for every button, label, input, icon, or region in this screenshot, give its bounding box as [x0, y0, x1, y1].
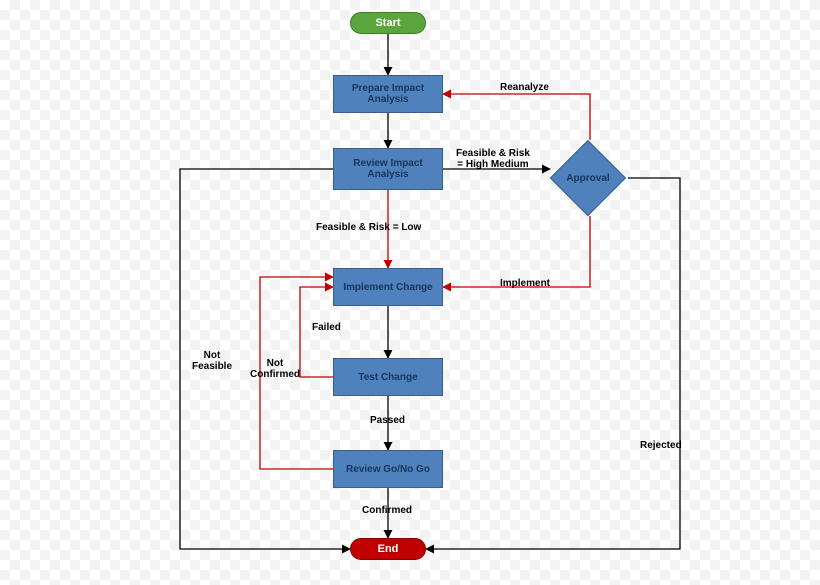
- approval-decision: Approval: [550, 140, 626, 216]
- start-label: Start: [375, 17, 400, 29]
- flowchart-canvas: Start Prepare Impact Analysis Review Imp…: [0, 0, 820, 585]
- end-terminal: End: [350, 538, 426, 560]
- gonogo-box: Review Go/No Go: [333, 450, 443, 488]
- label-feasible-low: Feasible & Risk = Low: [316, 222, 421, 233]
- implement-change-box: Implement Change: [333, 268, 443, 306]
- label-reanalyze: Reanalyze: [500, 82, 549, 93]
- start-terminal: Start: [350, 12, 426, 34]
- impl-label: Implement Change: [343, 282, 432, 293]
- review-impact-box: Review Impact Analysis: [333, 148, 443, 190]
- edge-e_approval_end: [426, 178, 680, 549]
- test-label: Test Change: [358, 372, 417, 383]
- label-feasible-highmed: Feasible & Risk = High Medium: [456, 148, 530, 170]
- edge-e_approval_prepare: [443, 94, 590, 140]
- label-confirmed: Confirmed: [362, 505, 412, 516]
- edge-e_approval_impl: [443, 216, 590, 287]
- label-not-feasible: Not Feasible: [192, 350, 232, 372]
- label-implement: Implement: [500, 278, 550, 289]
- label-rejected: Rejected: [640, 440, 682, 451]
- prepare-label: Prepare Impact Analysis: [336, 83, 440, 105]
- label-failed: Failed: [312, 322, 341, 333]
- gonogo-label: Review Go/No Go: [346, 464, 430, 475]
- label-not-confirmed: Not Confirmed: [250, 358, 300, 380]
- label-passed: Passed: [370, 415, 405, 426]
- test-change-box: Test Change: [333, 358, 443, 396]
- end-label: End: [378, 543, 399, 555]
- review-label: Review Impact Analysis: [336, 158, 440, 180]
- approval-label: Approval: [550, 140, 626, 216]
- prepare-impact-box: Prepare Impact Analysis: [333, 75, 443, 113]
